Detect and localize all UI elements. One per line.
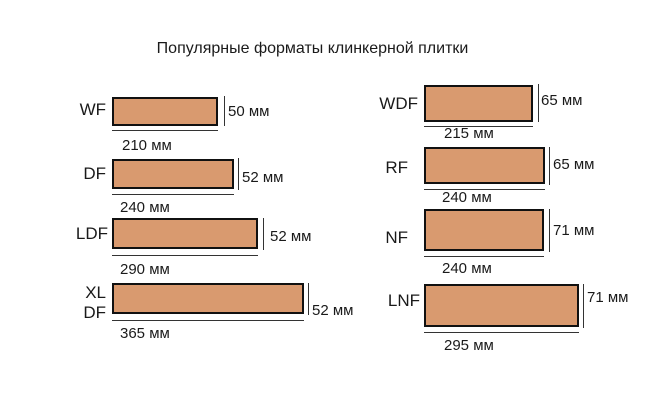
length-marker <box>424 189 545 190</box>
length-label: 365 мм <box>120 325 170 342</box>
height-label: 52 мм <box>270 228 312 245</box>
length-marker <box>424 126 533 127</box>
height-label: 71 мм <box>587 289 629 306</box>
height-marker <box>549 147 550 185</box>
format-name: RF <box>385 158 408 177</box>
height-marker <box>263 218 264 250</box>
length-marker <box>112 255 258 256</box>
height-marker <box>224 96 225 126</box>
tile-rect <box>112 218 258 249</box>
format-name: WDF <box>379 94 418 113</box>
length-marker <box>112 130 218 131</box>
length-label: 215 мм <box>444 125 494 142</box>
height-label: 65 мм <box>553 156 595 173</box>
length-marker <box>112 320 304 321</box>
format-name-line1: XL <box>85 283 106 302</box>
tile-rect <box>424 147 545 184</box>
format-name: LNF <box>387 291 420 310</box>
height-marker <box>549 209 550 252</box>
length-marker <box>424 332 579 333</box>
length-label: 240 мм <box>442 189 492 206</box>
format-name: WF <box>79 100 106 119</box>
height-label: 52 мм <box>242 169 284 186</box>
format-name: DF <box>83 164 106 183</box>
height-marker <box>538 84 539 122</box>
tile-rect <box>112 159 234 189</box>
height-label: 65 мм <box>541 92 583 109</box>
diagram-title: Популярные форматы клинкерной плитки <box>156 40 469 57</box>
tile-rect <box>424 209 544 251</box>
tile-rect <box>112 283 304 314</box>
height-marker <box>308 283 309 315</box>
format-name: LDF <box>75 224 108 243</box>
tile-rect <box>112 97 218 126</box>
tile-rect <box>424 284 579 327</box>
length-label: 240 мм <box>120 199 170 216</box>
height-marker <box>238 158 239 190</box>
length-label: 210 мм <box>122 137 172 154</box>
format-name: NF <box>385 228 408 247</box>
length-marker <box>112 194 234 195</box>
height-label: 71 мм <box>553 222 595 239</box>
tile-rect <box>424 85 533 122</box>
height-marker <box>583 284 584 328</box>
length-label: 295 мм <box>444 337 494 354</box>
format-name-line2: DF <box>83 303 106 322</box>
length-label: 290 мм <box>120 261 170 278</box>
length-marker <box>424 256 544 257</box>
height-label: 50 мм <box>228 103 270 120</box>
height-label: 52 мм <box>312 302 354 319</box>
length-label: 240 мм <box>442 260 492 277</box>
